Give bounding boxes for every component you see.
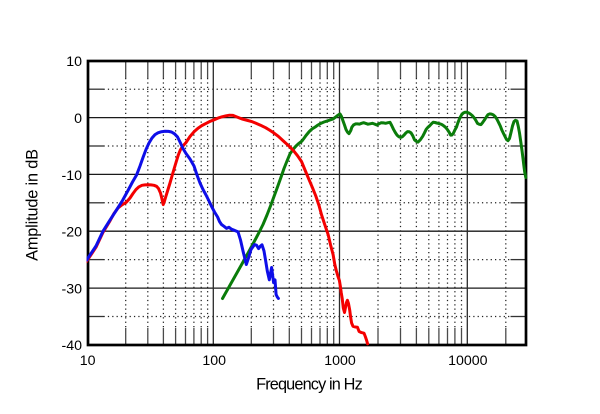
svg-text:-10: -10 (61, 168, 82, 184)
svg-text:0: 0 (74, 111, 82, 127)
svg-text:Frequency in Hz: Frequency in Hz (256, 376, 362, 394)
svg-text:Amplitude in dB: Amplitude in dB (23, 149, 41, 261)
svg-text:-40: -40 (61, 338, 82, 354)
svg-text:-30: -30 (61, 281, 82, 297)
svg-text:100: 100 (202, 353, 226, 369)
svg-text:-20: -20 (61, 224, 82, 240)
svg-text:10: 10 (66, 54, 82, 70)
svg-text:1000: 1000 (324, 353, 356, 369)
svg-text:10: 10 (80, 353, 96, 369)
svg-text:10000: 10000 (448, 353, 488, 369)
